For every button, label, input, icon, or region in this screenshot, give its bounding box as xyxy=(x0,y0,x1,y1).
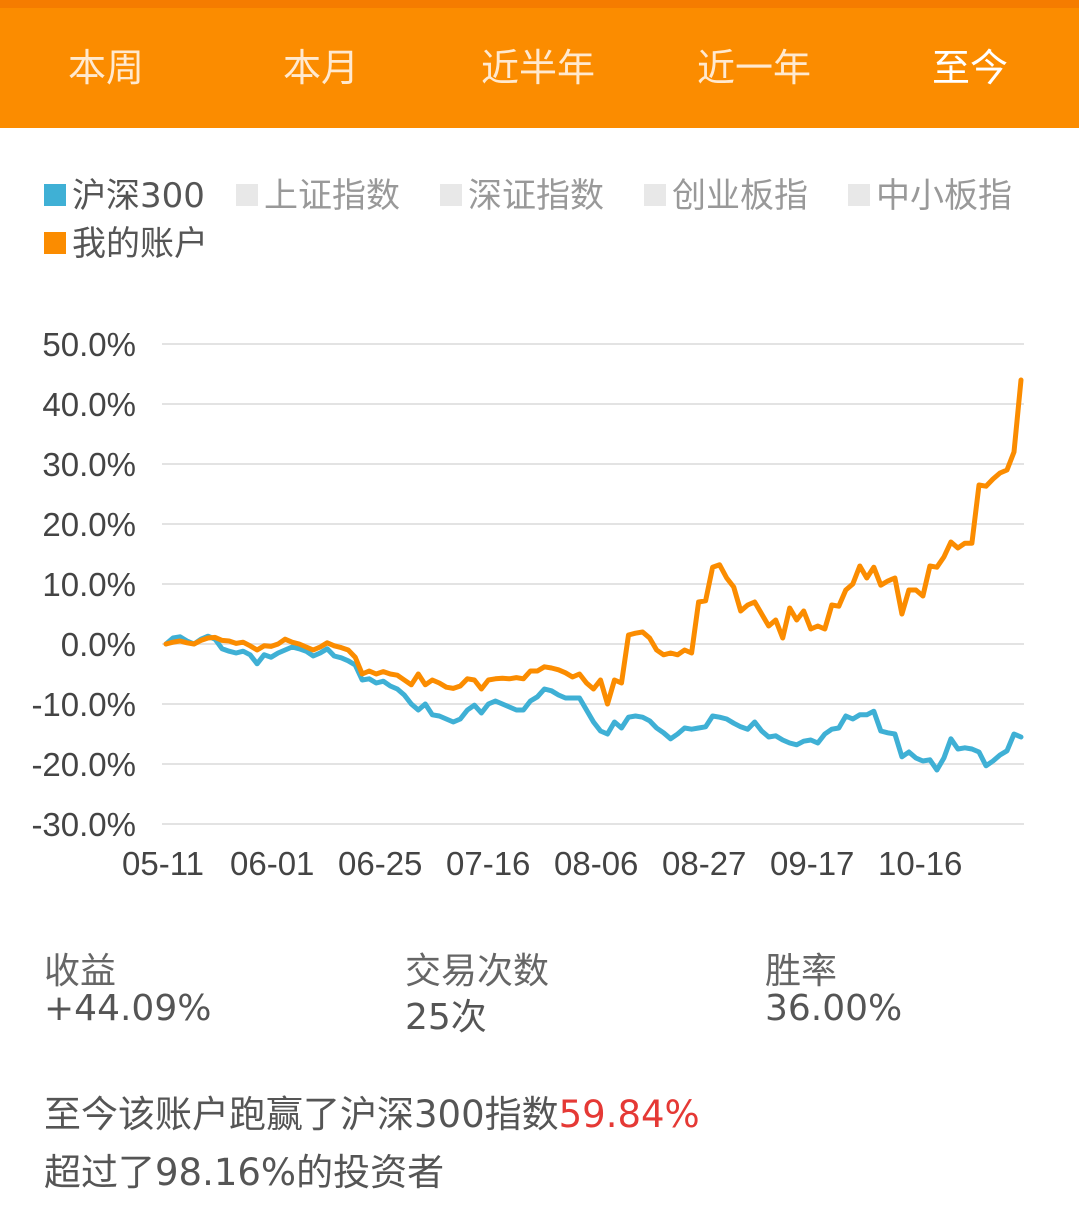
x-tick-label: 07-16 xyxy=(446,845,530,882)
legend-item-chinext[interactable]: 创业板指 xyxy=(644,172,808,220)
period-tab-bar: 本周 本月 近半年 近一年 至今 xyxy=(0,0,1079,128)
legend-label: 上证指数 xyxy=(264,176,400,216)
stat-trades-value: 25次 xyxy=(405,997,487,1038)
series-line-my-account xyxy=(163,377,1024,707)
summary-outperform-text: 至今该账户跑赢了沪深300指数 xyxy=(44,1093,559,1136)
y-tick-label: 0.0% xyxy=(61,626,136,663)
legend-swatch xyxy=(236,183,258,206)
stat-return-label: 收益 xyxy=(44,951,117,992)
x-tick-label: 06-25 xyxy=(338,845,422,882)
tab-this-week[interactable]: 本周 xyxy=(67,46,144,90)
summary-outperform-value: 59.84% xyxy=(558,1093,700,1136)
stat-winrate-label: 胜率 xyxy=(765,951,838,992)
y-tick-label: -10.0% xyxy=(31,686,136,723)
tab-one-year[interactable]: 近一年 xyxy=(696,46,811,90)
series-line-hs300 xyxy=(163,633,1024,773)
legend-swatch xyxy=(848,183,870,206)
legend-label: 创业板指 xyxy=(672,176,808,216)
x-tick-label: 06-01 xyxy=(230,845,314,882)
legend-swatch xyxy=(440,183,462,206)
legend-item-szse[interactable]: 深证指数 xyxy=(440,172,604,220)
legend-item-hs300[interactable]: 沪深300 xyxy=(44,172,205,220)
summary-rank: 超过了98.16%的投资者 xyxy=(44,1151,445,1194)
x-tick-label: 09-17 xyxy=(770,845,854,882)
y-tick-label: 20.0% xyxy=(42,506,136,543)
legend-item-sse[interactable]: 上证指数 xyxy=(236,172,400,220)
y-tick-label: 30.0% xyxy=(42,446,136,483)
y-tick-label: -30.0% xyxy=(31,806,136,843)
legend-label: 中小板指 xyxy=(876,176,1012,216)
summary-outperform: 至今该账户跑赢了沪深300指数59.84% xyxy=(44,1084,700,1138)
legend-swatch xyxy=(44,183,66,206)
legend-swatch xyxy=(44,231,66,254)
return-line-chart: 50.0% 40.0% 30.0% 20.0% 10.0% 0.0% -10.0% -20.0… xyxy=(31,326,1024,882)
tab-half-year[interactable]: 近半年 xyxy=(480,46,595,90)
legend-label: 深证指数 xyxy=(468,176,604,216)
stat-trades-label: 交易次数 xyxy=(405,951,550,992)
legend-label: 沪深300 xyxy=(72,176,205,216)
y-tick-label: 10.0% xyxy=(42,566,136,603)
x-tick-label: 08-06 xyxy=(554,845,638,882)
tab-this-month[interactable]: 本月 xyxy=(282,46,359,90)
tab-to-date[interactable]: 至今 xyxy=(931,46,1008,90)
stat-return-value: +44.09% xyxy=(44,988,212,1029)
legend-swatch xyxy=(644,183,666,206)
x-tick-label: 10-16 xyxy=(878,845,962,882)
legend-item-sme[interactable]: 中小板指 xyxy=(848,172,1012,220)
top-accent-line xyxy=(0,0,1079,8)
x-tick-label: 05-11 xyxy=(122,845,204,882)
y-tick-label: 40.0% xyxy=(42,386,136,423)
legend-label: 我的账户 xyxy=(72,224,208,264)
y-tick-label: 50.0% xyxy=(42,326,136,363)
legend-item-my-account[interactable]: 我的账户 xyxy=(44,220,208,268)
x-tick-label: 08-27 xyxy=(662,845,746,882)
y-tick-label: -20.0% xyxy=(31,746,136,783)
stat-winrate-value: 36.00% xyxy=(765,988,903,1029)
